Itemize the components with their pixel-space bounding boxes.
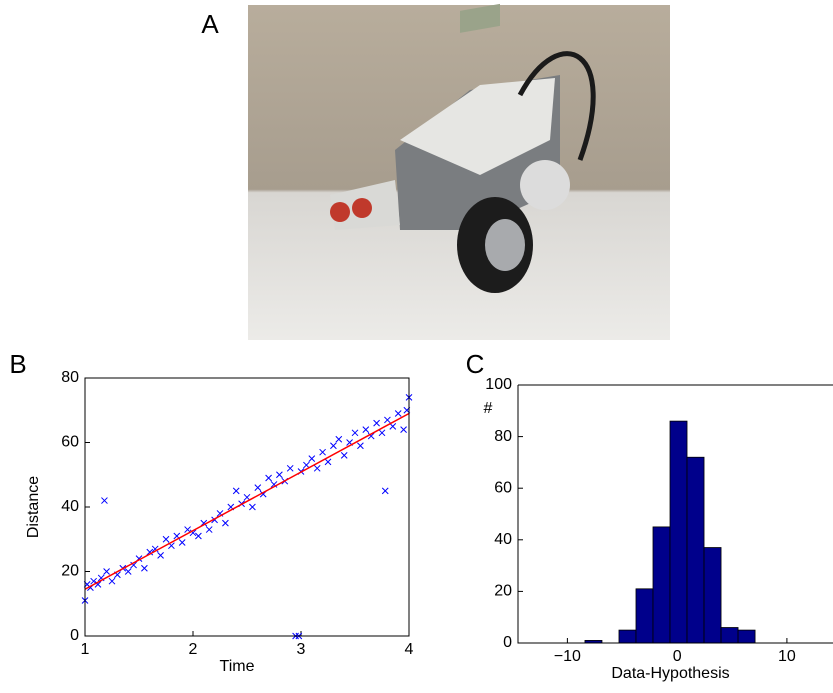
- histogram-bar: [669, 420, 688, 644]
- y-tick-label: 20: [494, 583, 512, 600]
- scatter-point: [389, 423, 397, 430]
- scatter-point: [101, 497, 108, 504]
- scatter-point: [286, 464, 294, 472]
- scatter-point: [243, 493, 251, 501]
- scatter-point: [205, 526, 213, 533]
- x-axis-label: Time: [220, 658, 255, 675]
- histogram-bar: [737, 629, 756, 644]
- scatter-point: [195, 532, 202, 540]
- y-tick-label: 60: [61, 434, 79, 451]
- scatter-point: [162, 535, 170, 543]
- x-tick-label: 0: [673, 648, 682, 665]
- scatter-point: [265, 474, 272, 482]
- y-tick-label: 20: [61, 563, 79, 580]
- scatter-point: [381, 487, 389, 495]
- panel-label: B: [9, 349, 26, 379]
- scatter-point: [103, 568, 110, 575]
- x-tick-label: 10: [778, 648, 796, 665]
- panel-label: C: [466, 349, 485, 379]
- scatter-point: [362, 426, 370, 433]
- scatter-point: [319, 448, 326, 456]
- axes-frame: [517, 385, 833, 644]
- y-tick-label: 40: [494, 531, 512, 548]
- fit-line: [84, 412, 410, 590]
- histogram-bar: [703, 547, 722, 644]
- scatter-point: [324, 458, 332, 466]
- y-tick-label: 60: [494, 479, 512, 496]
- x-axis-label: Data-Hypothesis: [611, 665, 729, 682]
- scatter-point: [308, 455, 316, 462]
- y-tick-label: 0: [70, 627, 79, 644]
- scatter-point: [373, 419, 380, 427]
- histogram-bar: [686, 456, 705, 644]
- x-tick-label: −10: [554, 648, 581, 665]
- scatter-point: [222, 519, 229, 527]
- y-tick-label: 80: [494, 428, 512, 445]
- scatter-point: [330, 442, 337, 450]
- scatter-point: [313, 464, 321, 472]
- scatter-point: [378, 429, 386, 437]
- histogram-bar: [720, 627, 739, 644]
- scatter-point: [367, 432, 375, 440]
- scatter-point: [178, 539, 186, 546]
- x-tick-label: 3: [297, 641, 306, 658]
- histogram-bar: [618, 629, 637, 644]
- scatter-point: [249, 503, 256, 511]
- scatter-point: [394, 410, 402, 417]
- scatter-point: [232, 487, 240, 495]
- y-tick-label: 0: [503, 634, 512, 651]
- scatter-point: [357, 442, 364, 450]
- histogram-bar: [635, 588, 654, 644]
- y-tick-label: 80: [61, 369, 79, 386]
- axes-frame: [84, 377, 410, 637]
- x-tick-label: 1: [81, 641, 90, 658]
- scatter-point: [141, 564, 148, 572]
- scatter-point: [130, 561, 137, 569]
- scatter-point: [276, 471, 283, 479]
- y-axis-label: Distance: [25, 476, 42, 538]
- robot-photo: [248, 3, 670, 340]
- scatter-point: [303, 461, 310, 469]
- scatter-point: [157, 552, 164, 559]
- y-axis-label: #: [484, 400, 493, 417]
- scatter-point: [184, 526, 191, 533]
- panel-label: A: [201, 9, 219, 39]
- scatter-point: [384, 416, 391, 424]
- scatter-point: [108, 577, 116, 585]
- scatter-point: [124, 568, 132, 575]
- scatter-point: [254, 484, 262, 492]
- y-tick-label: 40: [61, 498, 79, 515]
- scatter-point: [335, 435, 343, 443]
- y-tick-label: 100: [485, 376, 512, 393]
- scatter-point: [94, 581, 102, 588]
- histogram-bar: [652, 526, 671, 644]
- scatter-point: [351, 429, 359, 437]
- x-tick-label: 2: [189, 641, 198, 658]
- scatter-point: [151, 545, 159, 553]
- scatter-point: [146, 548, 154, 556]
- x-tick-label: 4: [405, 641, 414, 658]
- scatter-point: [340, 452, 348, 459]
- scatter-point: [400, 426, 407, 433]
- scatter-point: [189, 529, 197, 537]
